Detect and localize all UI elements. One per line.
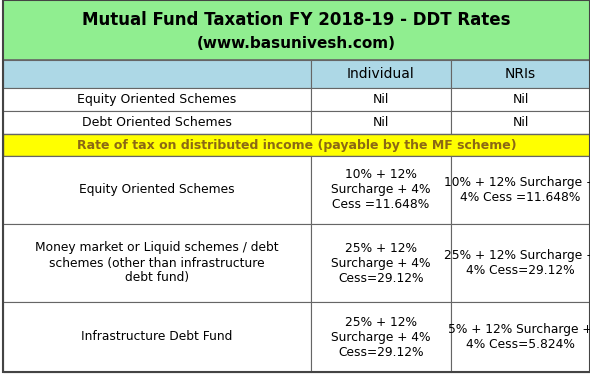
Text: (www.basunivesh.com): (www.basunivesh.com) bbox=[197, 36, 396, 51]
Text: Nil: Nil bbox=[373, 116, 389, 129]
Bar bbox=[311, 88, 451, 111]
Bar bbox=[3, 156, 311, 224]
Bar bbox=[451, 88, 590, 111]
Text: Infrastructure Debt Fund: Infrastructure Debt Fund bbox=[81, 330, 232, 344]
Text: NRIs: NRIs bbox=[505, 67, 536, 81]
Bar bbox=[3, 60, 311, 88]
Bar bbox=[3, 134, 590, 156]
Bar bbox=[311, 224, 451, 302]
Bar bbox=[451, 156, 590, 224]
Bar bbox=[311, 111, 451, 134]
Text: 25% + 12% Surcharge +
4% Cess=29.12%: 25% + 12% Surcharge + 4% Cess=29.12% bbox=[444, 249, 590, 277]
Text: 5% + 12% Surcharge +
4% Cess=5.824%: 5% + 12% Surcharge + 4% Cess=5.824% bbox=[448, 323, 590, 351]
Bar bbox=[451, 302, 590, 372]
Bar bbox=[311, 60, 451, 88]
Text: Money market or Liquid schemes / debt
schemes (other than infrastructure
debt fu: Money market or Liquid schemes / debt sc… bbox=[35, 242, 279, 284]
Bar bbox=[311, 302, 451, 372]
Bar bbox=[3, 302, 311, 372]
Text: 25% + 12%
Surcharge + 4%
Cess=29.12%: 25% + 12% Surcharge + 4% Cess=29.12% bbox=[331, 315, 431, 359]
Bar bbox=[3, 88, 311, 111]
Text: Nil: Nil bbox=[512, 93, 529, 106]
Text: Nil: Nil bbox=[512, 116, 529, 129]
Text: 25% + 12%
Surcharge + 4%
Cess=29.12%: 25% + 12% Surcharge + 4% Cess=29.12% bbox=[331, 242, 431, 284]
Bar bbox=[3, 111, 311, 134]
Text: 10% + 12% Surcharge +
4% Cess =11.648%: 10% + 12% Surcharge + 4% Cess =11.648% bbox=[444, 176, 590, 204]
Bar bbox=[451, 224, 590, 302]
Text: Rate of tax on distributed income (payable by the MF scheme): Rate of tax on distributed income (payab… bbox=[77, 139, 516, 151]
Bar bbox=[451, 60, 590, 88]
Text: Nil: Nil bbox=[373, 93, 389, 106]
Text: 10% + 12%
Surcharge + 4%
Cess =11.648%: 10% + 12% Surcharge + 4% Cess =11.648% bbox=[331, 169, 431, 212]
Text: Mutual Fund Taxation FY 2018-19 - DDT Rates: Mutual Fund Taxation FY 2018-19 - DDT Ra… bbox=[82, 11, 511, 29]
Text: Debt Oriented Schemes: Debt Oriented Schemes bbox=[82, 116, 232, 129]
Bar bbox=[451, 111, 590, 134]
Bar bbox=[3, 0, 590, 60]
Bar bbox=[3, 224, 311, 302]
Text: Equity Oriented Schemes: Equity Oriented Schemes bbox=[77, 93, 237, 106]
Text: Equity Oriented Schemes: Equity Oriented Schemes bbox=[79, 183, 235, 196]
Bar bbox=[311, 156, 451, 224]
Text: Individual: Individual bbox=[347, 67, 415, 81]
